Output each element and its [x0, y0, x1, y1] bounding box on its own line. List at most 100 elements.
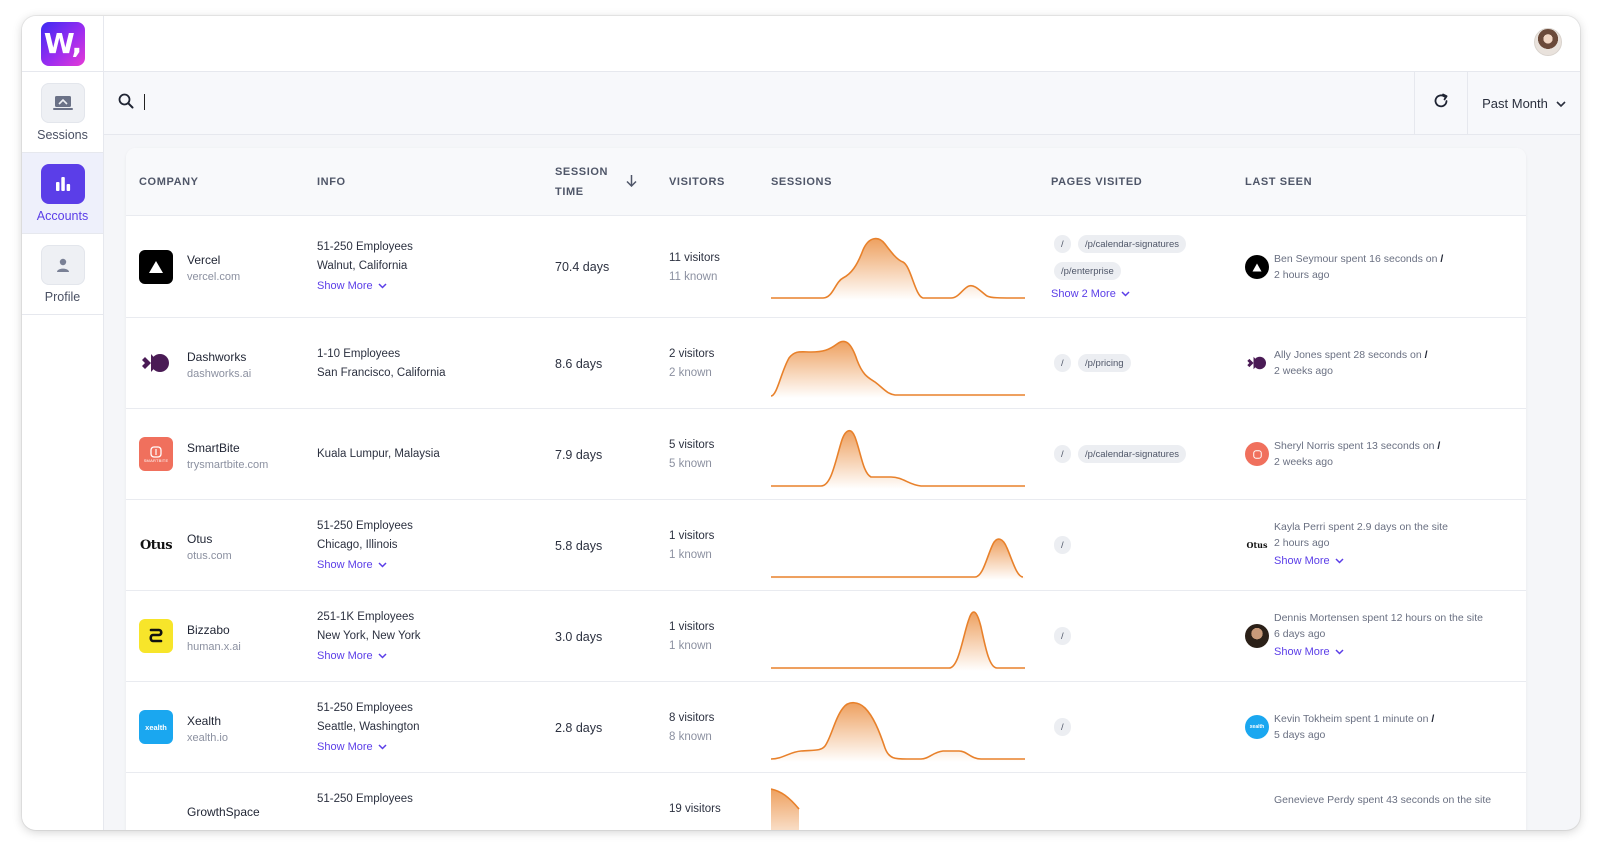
page-pill[interactable]: /p/pricing — [1078, 354, 1131, 372]
session-time: 7.9 days — [555, 448, 603, 462]
col-visitors[interactable]: VISITORS — [669, 176, 725, 188]
last-seen-page[interactable]: / — [1424, 349, 1428, 361]
info-location: San Francisco, California — [317, 367, 446, 379]
company-name[interactable]: Xealth — [187, 714, 222, 728]
refresh-button[interactable] — [1414, 72, 1468, 135]
show-more-label: Show More — [317, 280, 373, 292]
show-more-button[interactable]: Show More — [1274, 555, 1344, 567]
last-seen-page[interactable]: / — [1437, 440, 1441, 452]
otus-logo-text: Otus — [139, 537, 173, 553]
page-pill[interactable]: /p/calendar-signatures — [1078, 445, 1186, 463]
show-more-button[interactable]: Show More — [317, 559, 387, 571]
table-row[interactable]: xealth Xealth xealth.io 51-250 Employees… — [126, 682, 1526, 773]
visitor-count: 1 visitors — [669, 530, 715, 542]
page-pill[interactable]: / — [1054, 354, 1071, 372]
show-more-button[interactable]: Show More — [1274, 646, 1344, 658]
col-pages-visited[interactable]: PAGES VISITED — [1051, 176, 1143, 188]
known-count: 1 known — [669, 549, 712, 561]
sessions-sparkline — [771, 430, 1025, 489]
session-time: 3.0 days — [555, 630, 603, 644]
col-last-seen[interactable]: LAST SEEN — [1245, 176, 1313, 188]
table-row[interactable]: Vercel vercel.com 51-250 Employees Walnu… — [126, 216, 1526, 318]
show-more-button[interactable]: Show More — [317, 741, 387, 753]
page-pill[interactable]: / — [1054, 536, 1071, 554]
last-seen-page[interactable]: / — [1431, 713, 1435, 725]
nav-item-profile[interactable]: Profile — [22, 234, 103, 315]
bar-chart-icon — [40, 163, 85, 204]
visitor-count: 5 visitors — [669, 439, 715, 451]
visitor-avatar-text: Otus — [1246, 540, 1268, 550]
date-range-value: Past Month — [1482, 96, 1548, 111]
last-seen-time: 2 weeks ago — [1274, 456, 1333, 468]
col-info[interactable]: INFO — [317, 176, 346, 188]
app-logo[interactable]: W, — [40, 21, 85, 66]
company-name[interactable]: Otus — [187, 532, 213, 546]
page-pill[interactable]: /p/calendar-signatures — [1078, 235, 1186, 253]
last-seen-page[interactable]: / — [1440, 253, 1444, 265]
show-more-label: Show More — [317, 559, 373, 571]
app-window: W, Sessions Accounts Profile — [22, 16, 1580, 830]
chevron-down-icon — [1121, 288, 1130, 300]
visitor-avatar: Otus — [1245, 533, 1269, 557]
company-name[interactable]: GrowthSpace — [187, 805, 260, 819]
page-pill[interactable]: / — [1054, 718, 1071, 736]
show-more-button[interactable]: Show More — [317, 650, 387, 662]
company-name[interactable]: Dashworks — [187, 350, 247, 364]
laptop-icon — [40, 82, 85, 123]
company-name[interactable]: Bizzabo — [187, 623, 230, 637]
visitor-count: 19 visitors — [669, 803, 721, 815]
page-pill[interactable]: /p/enterprise — [1054, 262, 1121, 280]
table-row[interactable]: SMARTBITE SmartBite trysmartbite.com Kua… — [126, 409, 1526, 500]
nav-label-accounts: Accounts — [36, 208, 89, 223]
info-location: New York, New York — [317, 630, 421, 642]
col-sessions[interactable]: SESSIONS — [771, 176, 833, 188]
xealth-logo-text: xealth — [145, 722, 167, 732]
visitor-avatar — [1245, 351, 1269, 375]
info-employees: 251-1K Employees — [317, 611, 415, 623]
visitor-count: 8 visitors — [669, 712, 715, 724]
company-domain: human.x.ai — [187, 641, 241, 653]
search-input[interactable] — [140, 86, 1340, 120]
company-name[interactable]: Vercel — [187, 253, 221, 267]
table-row[interactable]: Bizzabo human.x.ai 251-1K Employees New … — [126, 591, 1526, 682]
date-range-select[interactable]: Past Month — [1468, 72, 1580, 135]
chevron-down-icon — [378, 741, 387, 753]
company-domain: dashworks.ai — [187, 368, 252, 380]
logo-cell: W, — [22, 16, 103, 72]
company-domain: xealth.io — [187, 732, 228, 744]
nav-item-accounts[interactable]: Accounts — [22, 153, 103, 234]
table-row[interactable]: Dashworks dashworks.ai 1-10 Employees Sa… — [126, 318, 1526, 409]
known-count: 5 known — [669, 458, 712, 470]
show-more-label: Show More — [1274, 646, 1330, 658]
page-pill[interactable]: / — [1054, 235, 1071, 253]
page-pill[interactable]: / — [1054, 445, 1071, 463]
nav-label-profile: Profile — [44, 289, 81, 304]
last-seen-activity: Kevin Tokheim spent 1 minute on — [1274, 713, 1429, 725]
xealth-logo: xealth — [139, 710, 173, 744]
top-bar — [104, 16, 1580, 72]
visitor-avatar — [1245, 624, 1269, 648]
visitor-count: 1 visitors — [669, 621, 715, 633]
nav-item-sessions[interactable]: Sessions — [22, 72, 103, 153]
show-more-button[interactable]: Show More — [317, 280, 387, 292]
table-row[interactable]: GrowthSpace 51-250 Employees 19 visitors… — [126, 773, 1526, 830]
accounts-table: COMPANY INFO SESSION TIME VISITORS SESSI… — [126, 148, 1526, 830]
last-seen-text: Dennis Mortensen spent 12 hours on the s… — [1274, 612, 1483, 624]
last-seen-text: Sheryl Norris spent 13 seconds on / — [1274, 440, 1440, 452]
person-icon — [40, 244, 85, 285]
last-seen-time: 2 hours ago — [1274, 537, 1330, 549]
col-session-time[interactable]: SESSION TIME — [555, 148, 608, 216]
col-company[interactable]: COMPANY — [139, 176, 199, 188]
known-count: 8 known — [669, 731, 712, 743]
sessions-sparkline — [771, 701, 1025, 762]
show-more-pages-button[interactable]: Show 2 More — [1051, 288, 1130, 300]
info-employees: 51-250 Employees — [317, 702, 413, 714]
sort-desc-icon[interactable] — [626, 174, 637, 190]
table-row[interactable]: Otus Otus otus.com 51-250 Employees Chic… — [126, 500, 1526, 591]
user-avatar[interactable] — [1534, 28, 1562, 56]
company-name[interactable]: SmartBite — [187, 441, 240, 455]
show-more-label: Show More — [317, 650, 373, 662]
info-employees: 51-250 Employees — [317, 241, 413, 253]
info-location: Seattle, Washington — [317, 721, 420, 733]
page-pill[interactable]: / — [1054, 627, 1071, 645]
